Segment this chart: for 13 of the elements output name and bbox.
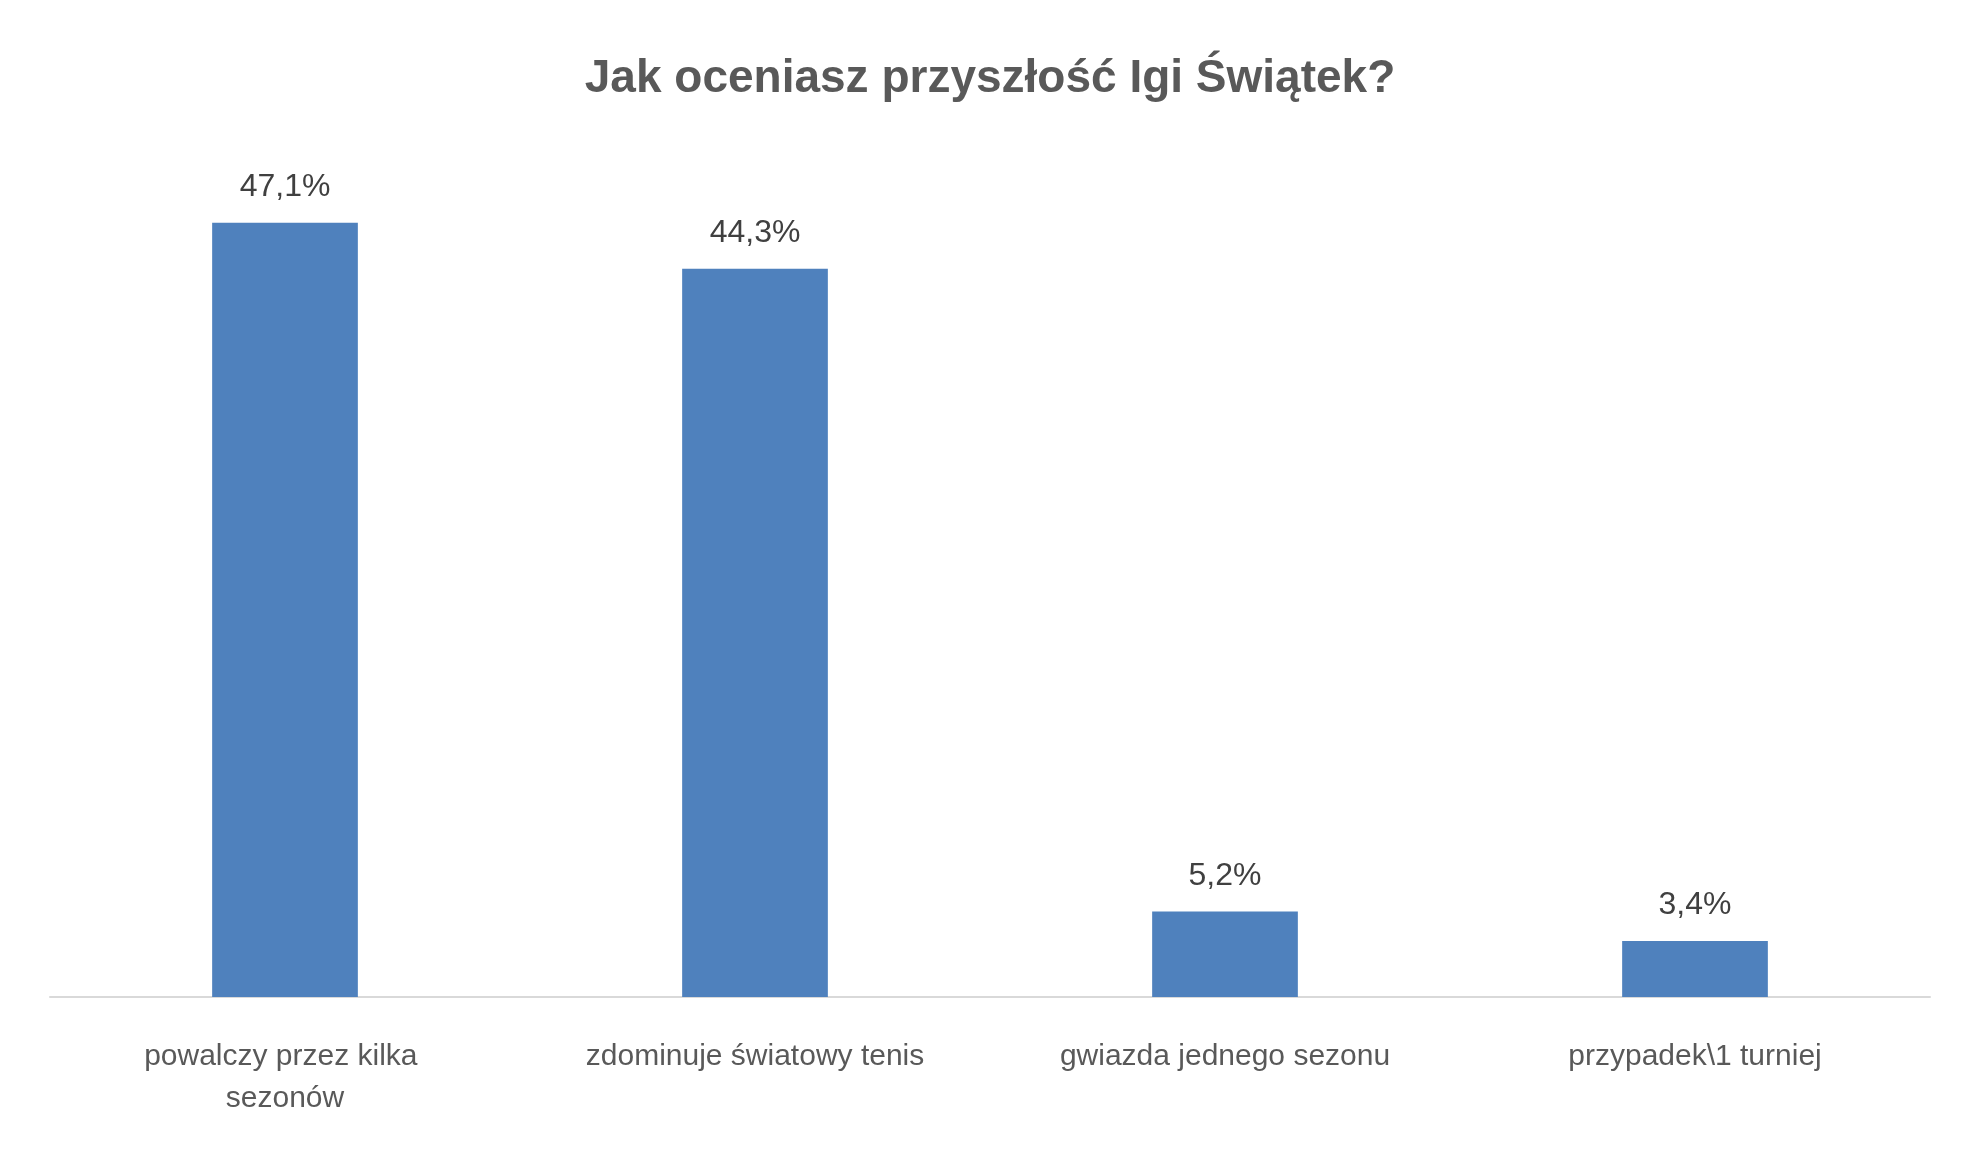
bar (1152, 911, 1298, 997)
x-tick-label: zdominuje światowy tenis (585, 1037, 925, 1071)
bar (1622, 941, 1768, 997)
data-label: 47,1% (239, 166, 331, 203)
x-tick-label: przypadek\1 turniej (1568, 1037, 1822, 1071)
data-label: 44,3% (709, 212, 801, 249)
x-tick-label: powalczy przez kilka sezonów (144, 1037, 426, 1113)
x-tick-label: gwiazda jednego sezonu (1059, 1037, 1391, 1071)
bar (212, 222, 358, 997)
data-label: 3,4% (1658, 885, 1732, 922)
data-label: 5,2% (1188, 855, 1262, 892)
chart-title: Jak oceniasz przyszłość Igi Świątek? (584, 50, 1396, 102)
bar (682, 268, 828, 997)
